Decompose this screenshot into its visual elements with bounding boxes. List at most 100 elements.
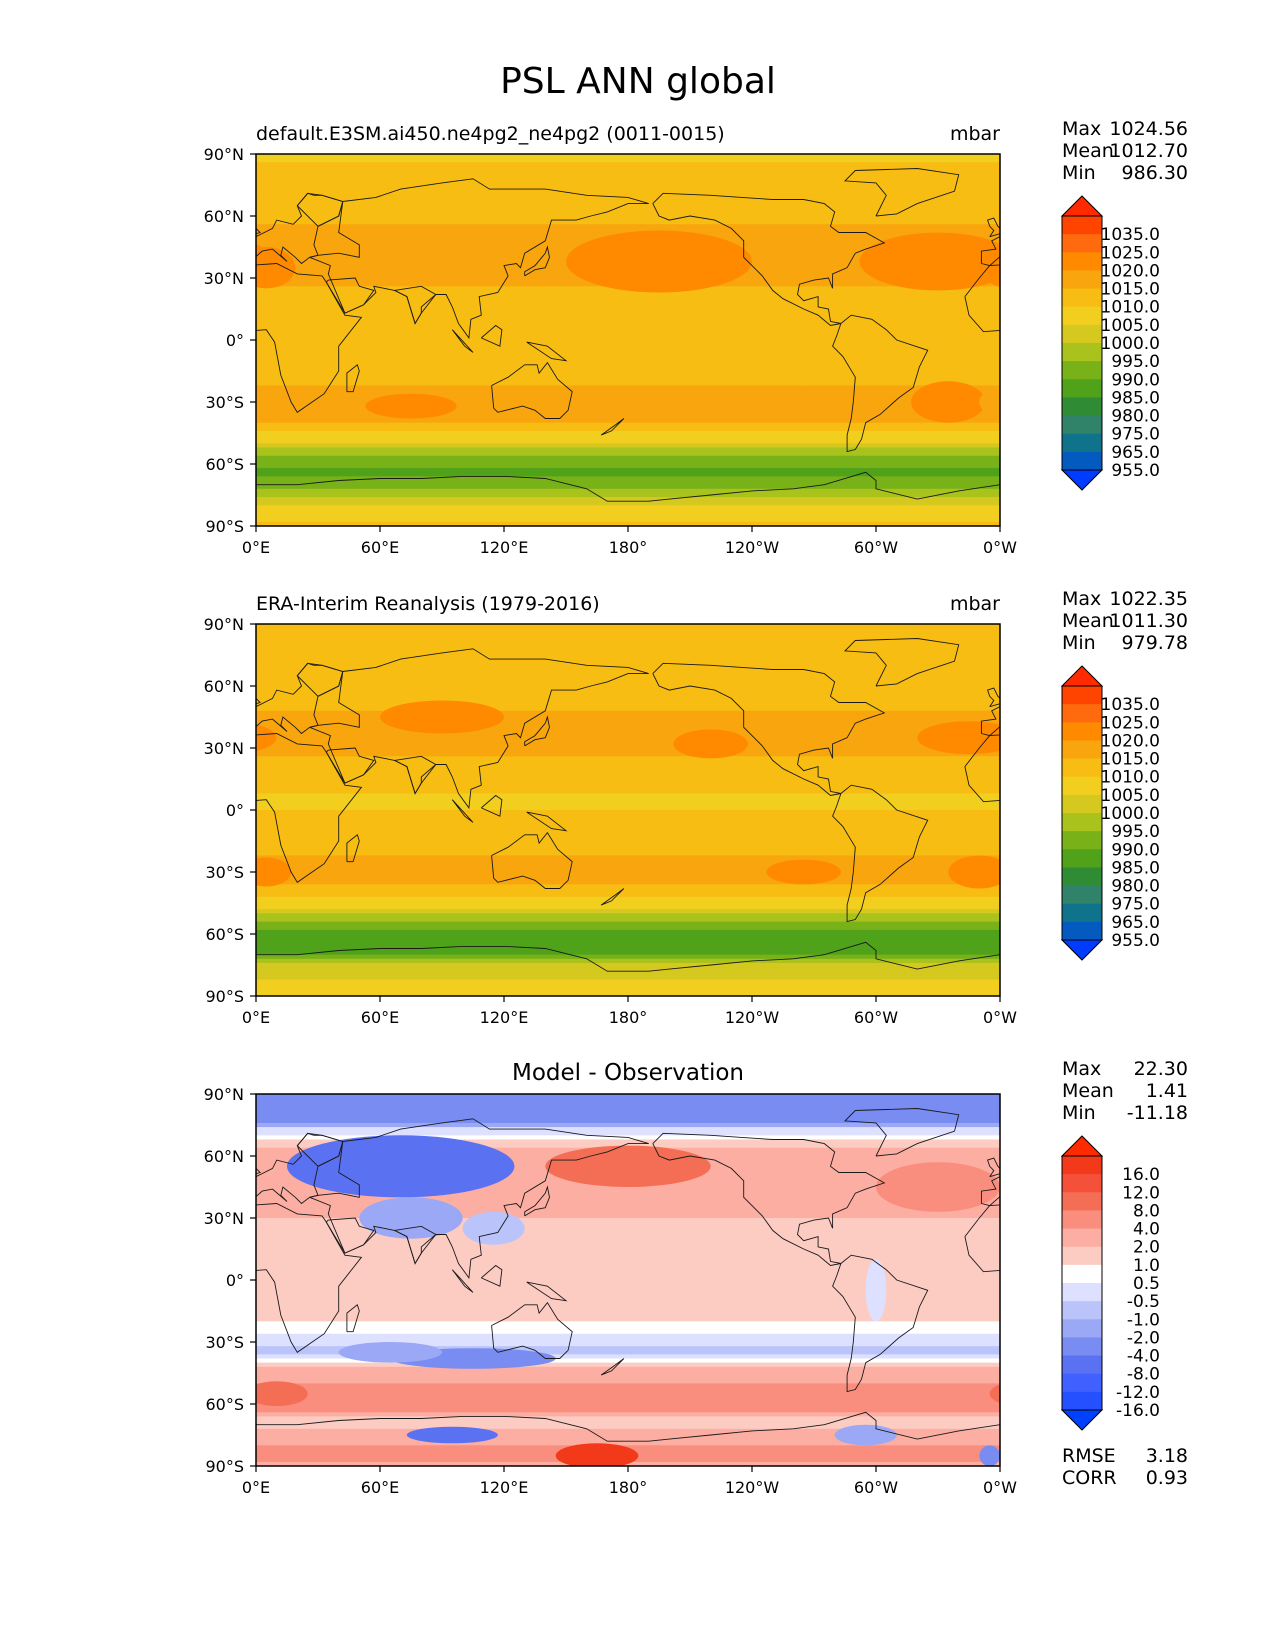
colorbar-swatch (1062, 1192, 1102, 1211)
contour-band (256, 377, 1000, 382)
coastline-namerica (652, 192, 886, 326)
contour-region (917, 721, 1000, 755)
lon-tick-label: 0°E (242, 538, 270, 557)
lon-tick-label: 180° (609, 1478, 648, 1497)
contour-band (256, 373, 1000, 378)
stat-value: -11.18 (1127, 1102, 1188, 1124)
colorbar-label: 995.0 (1111, 822, 1160, 842)
contour-band (256, 1205, 1000, 1211)
metric-value: 3.18 (1146, 1445, 1188, 1467)
stat-value: 1012.70 (1109, 140, 1188, 162)
colorbar-extend-min (1060, 939, 1104, 961)
contour-band (256, 987, 1000, 993)
coastline-madagascar (346, 834, 360, 863)
contour-band (256, 789, 1000, 795)
contour-band (256, 1437, 1000, 1442)
contour-band (256, 1218, 1000, 1223)
contour-band (256, 900, 1000, 906)
contour-band (256, 455, 1000, 461)
contour-region (834, 1424, 897, 1446)
contour-region (132, 1162, 256, 1212)
contour-band (256, 991, 1000, 996)
contour-band (256, 834, 1000, 840)
contour-band (256, 443, 1000, 449)
contour-band (256, 913, 1000, 919)
lat-tick-label: 90°N (204, 615, 244, 634)
lat-tick-label: 30°S (205, 393, 244, 412)
colorbar-swatch (1062, 776, 1102, 796)
coastline-britain (256, 697, 261, 705)
lat-tick-label: 30°N (204, 269, 244, 288)
contour-region (1207, 1212, 1269, 1245)
contour-band (256, 315, 1000, 320)
colorbar-swatch (1062, 343, 1102, 362)
coastline-india (394, 285, 437, 325)
contour-region (979, 386, 1000, 418)
coastline-japan (524, 715, 550, 747)
contour-band (256, 1234, 1000, 1240)
panel-units: mbar (950, 593, 1000, 615)
contour-band (256, 1313, 1000, 1318)
colorbar-swatch (1062, 1337, 1102, 1357)
contour-band (256, 677, 1000, 683)
contour-region (462, 1211, 525, 1245)
contour-band (256, 1304, 1000, 1310)
contour-region (762, 391, 845, 413)
contour-band (256, 447, 1000, 453)
contour-band (256, 389, 1000, 395)
contour-band (256, 673, 1000, 679)
contour-band (256, 962, 1000, 968)
contour-band (256, 739, 1000, 745)
coastline-greenland (101, 1109, 215, 1157)
contour-band (256, 652, 1000, 658)
lon-tick-label: 120°E (480, 538, 529, 557)
contour-band (256, 632, 1000, 637)
contour-band (256, 323, 1000, 329)
contour-region (23, 860, 97, 885)
contour-band (256, 714, 1000, 720)
contour-band (256, 406, 1000, 411)
colorbar-frame (1061, 685, 1103, 941)
contour-band (256, 1317, 1000, 1322)
contour-band (256, 743, 1000, 749)
colorbar-label: 1.0 (1133, 1256, 1160, 1276)
stat-label: Min (1062, 632, 1096, 654)
colorbar-swatch (1062, 1283, 1102, 1302)
contour-band (256, 199, 1000, 205)
coastline-newguinea (1271, 812, 1275, 831)
contour-band (256, 917, 1000, 923)
contour-band (256, 760, 1000, 766)
coastline-australia (1236, 1303, 1275, 1359)
colorbar-label: 1035.0 (1101, 695, 1160, 715)
contour-band (256, 876, 1000, 881)
contour-band (256, 1288, 1000, 1293)
coastline-samerica (89, 785, 184, 921)
coastline-samerica (832, 1254, 929, 1393)
colorbar-label: 985.0 (1111, 388, 1160, 408)
contour-band (256, 1412, 1000, 1417)
contour-band (256, 698, 1000, 704)
contour-band (256, 1094, 1000, 1099)
contour-band (256, 505, 1000, 511)
coastline-antarctica (256, 1411, 1000, 1442)
colorbar-swatch (1062, 867, 1102, 887)
colorbar-label: -12.0 (1116, 1383, 1160, 1403)
coastline-borneo (1225, 796, 1246, 817)
contour-band (256, 706, 1000, 712)
lon-tick-label: 60°W (854, 1008, 898, 1027)
contour-region (365, 393, 457, 419)
contour-band (256, 1246, 1000, 1252)
contour-band (256, 1375, 1000, 1380)
contour-band (256, 356, 1000, 362)
colorbar-swatch (1062, 1156, 1102, 1175)
contour-band (256, 1346, 1000, 1351)
stat-label: Mean (1062, 610, 1114, 632)
contour-region (555, 1443, 639, 1466)
contour-band (256, 1350, 1000, 1355)
colorbar-swatch (1062, 813, 1102, 832)
stat-label: Mean (1062, 140, 1114, 162)
stat-label: Max (1062, 588, 1101, 610)
lat-tick-label: 60°N (204, 677, 244, 696)
coastline-sumatra (451, 799, 474, 823)
colorbar: 16.012.08.04.02.01.00.5-0.5-1.0-2.0-4.0-… (1060, 1135, 1160, 1431)
